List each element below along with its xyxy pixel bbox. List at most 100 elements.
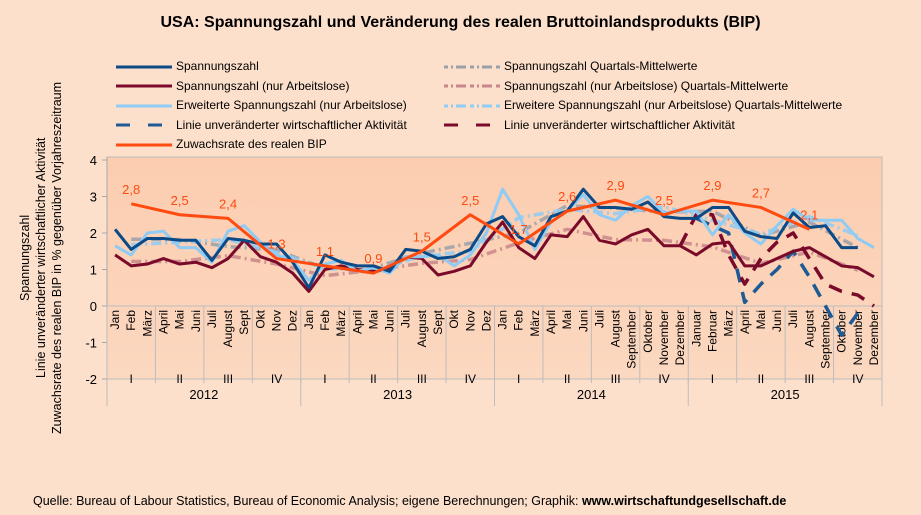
month-label: Feb [512,310,526,331]
data-label: 1,3 [267,237,285,252]
legend-label: Zuwachsrate des realen BIP [176,137,327,151]
series-line-7 [678,213,875,308]
y-tick-label: 0 [90,299,97,314]
quarter-label: I [711,372,714,386]
legend-label: Linie unveränderter wirtschaftlicher Akt… [504,117,735,132]
legend-item-left-2: Erweiterte Spannungszahl (nur Arbeitslos… [114,98,407,112]
y-tick-label: -2 [85,372,97,387]
quarter-label: IV [465,372,476,386]
quarter-label: II [176,372,183,386]
source-note: Quelle: Bureau of Labour Statistics, Bur… [33,494,786,508]
series-line-6 [695,216,860,337]
series-line-2 [114,187,875,282]
month-label: Juli [399,310,413,328]
month-label: August [802,309,816,347]
year-label: 2013 [383,387,412,402]
legend-swatch [444,84,500,88]
legend-item-left-1: Spannungszahl (nur Arbeitslose) [114,79,349,93]
legend-label: Erweiterte Spannungszahl (nur Arbeitslos… [176,98,407,112]
y-tick-label: 1 [90,263,97,278]
source-text: Quelle: Bureau of Labour Statistics, Bur… [33,494,582,508]
month-label: Dez [286,310,300,331]
data-label: 1,1 [316,244,334,259]
month-label: Februar [705,310,719,352]
legend-swatch [116,123,172,127]
y-tick-label: 2 [90,226,97,241]
legend-swatch [444,65,500,69]
year-label: 2015 [771,387,800,402]
chart-title: USA: Spannungszahl und Veränderung des r… [160,14,761,31]
y-tick-label: 3 [90,190,97,205]
month-label: Juni [383,310,397,332]
month-label: August [415,309,429,347]
month-label: März [528,310,542,337]
month-label: Dez [479,310,493,331]
quarter-label: III [804,372,814,386]
legend-item-right-0: Spannungszahl Quartals-Mittelwerte [442,59,697,73]
quarter-label: IV [658,372,669,386]
quarter-label: II [564,372,571,386]
month-label: Jan [302,310,316,329]
legend-item-left-0: Spannungszahl [114,59,259,73]
series-line-4 [131,227,859,278]
legend-label: Spannungszahl (nur Arbeitslose) [176,78,350,93]
month-label: Oktober [641,310,655,353]
data-label: 2,1 [800,207,818,222]
month-label: Jan [496,310,510,329]
month-label: April [350,310,364,334]
month-label: Mai [560,310,574,329]
month-label: November [657,310,671,365]
data-label: 2,7 [752,185,770,200]
quarter-label: II [370,372,377,386]
month-label: Feb [124,310,138,331]
data-label: 2,5 [655,193,673,208]
legend-item-right-3: Linie unveränderter wirtschaftlicher Akt… [442,118,735,132]
data-label: 1,7 [510,222,528,237]
month-label: August [221,309,235,347]
quarter-label: I [323,372,326,386]
legend-item-left-3: Linie unveränderter wirtschaftlicher Akt… [114,118,407,132]
data-label: 0,9 [364,251,382,266]
legend-label: Linie unveränderter wirtschaftlicher Akt… [176,117,407,132]
month-label: Juni [189,310,203,332]
source-site: www.wirtschaftundgesellschaft.de [581,494,787,508]
month-label: September [818,310,832,369]
data-label: 2,5 [171,193,189,208]
month-label: März [334,310,348,337]
month-label: Juni [576,310,590,332]
quarter-label: I [517,372,520,386]
month-label: Dezember [673,310,687,365]
data-label: 2,5 [461,193,479,208]
series-line-1 [114,215,875,293]
month-label: Sept [237,309,251,334]
month-label: Juli [786,310,800,328]
month-label: Juni [770,310,784,332]
data-label: 2,8 [122,182,140,197]
quarter-label: IV [271,372,282,386]
month-label: Okt [447,309,461,328]
legend-swatch [444,104,500,108]
month-label: Mai [754,310,768,329]
month-label: März [140,310,154,337]
month-label: März [722,310,736,337]
month-label: April [738,310,752,334]
quarter-label: I [130,372,133,386]
year-label: 2014 [577,387,606,402]
legend-swatch [116,65,172,69]
quarter-label: III [223,372,233,386]
month-label: Januar [689,310,703,347]
legend-item-left-4: Zuwachsrate des realen BIP [114,137,327,151]
quarter-label: IV [852,372,863,386]
series-line-8 [130,198,810,275]
data-label: 2,9 [607,178,625,193]
data-label: 2,4 [219,196,237,211]
month-label: Dezember [867,310,881,365]
month-label: Juli [592,310,606,328]
month-label: August [609,309,623,347]
legend-item-right-2: Erweitere Spannungszahl (nur Arbeitslose… [442,98,842,112]
legend-label: Spannungszahl (nur Arbeitslose) Quartals… [504,78,789,93]
month-label: Juli [205,310,219,328]
y-tick-label: -1 [85,336,97,351]
year-label: 2012 [189,387,218,402]
legend-label: Spannungszahl Quartals-Mittelwerte [504,59,698,73]
